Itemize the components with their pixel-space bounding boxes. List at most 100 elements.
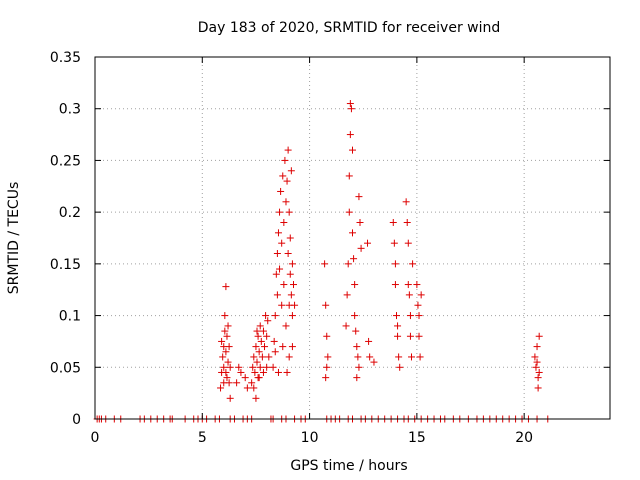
x-tick-label: 0 <box>91 430 100 446</box>
data-point-marker <box>287 167 295 175</box>
data-point-marker <box>264 317 272 325</box>
data-point-marker <box>261 343 269 351</box>
data-point-marker <box>356 218 364 226</box>
data-point-marker <box>223 332 231 340</box>
data-point-marker <box>347 105 355 113</box>
data-point-marker <box>351 312 359 320</box>
data-point-marker <box>248 379 256 387</box>
y-tick-labels: 0 0.05 0.1 0.15 0.2 0.25 0.3 0.35 <box>50 50 81 428</box>
data-point-marker <box>286 270 294 278</box>
data-point-marker <box>282 322 290 330</box>
data-point-marker <box>284 250 292 258</box>
x-axis-label: GPS time / hours <box>290 458 407 474</box>
data-point-marker <box>289 281 297 289</box>
data-point-marker <box>535 368 543 376</box>
data-point-marker <box>288 343 296 351</box>
data-point-marker <box>535 332 543 340</box>
data-point-marker <box>219 353 227 361</box>
data-point-marker <box>353 374 361 382</box>
data-point-marker <box>269 363 277 371</box>
data-point-marker <box>389 218 397 226</box>
data-point-marker <box>355 363 363 371</box>
x-tick-label: 5 <box>198 430 207 446</box>
y-tick-label: 0.25 <box>50 153 81 169</box>
data-point-marker <box>414 301 422 309</box>
data-point-marker <box>280 281 288 289</box>
data-point-marker <box>403 218 411 226</box>
data-point-marker <box>344 260 352 268</box>
data-point-marker <box>285 353 293 361</box>
data-point-marker <box>322 301 330 309</box>
data-point-marker <box>263 332 271 340</box>
data-point-marker <box>322 374 330 382</box>
data-point-marker <box>391 281 399 289</box>
data-point-marker <box>534 374 542 382</box>
data-point-marker <box>402 198 410 206</box>
data-point-marker <box>366 353 374 361</box>
data-point-marker <box>413 281 421 289</box>
data-point-marker <box>252 394 260 402</box>
data-point-marker <box>533 358 541 366</box>
data-point-marker <box>534 384 542 392</box>
data-point-marker <box>278 301 286 309</box>
data-point-marker <box>271 312 279 320</box>
data-point-marker <box>276 208 284 216</box>
data-point-marker <box>408 353 416 361</box>
data-point-marker <box>220 363 228 371</box>
data-point-marker <box>277 187 285 195</box>
data-point-marker <box>342 322 350 330</box>
data-point-marker <box>263 363 271 371</box>
data-point-marker <box>224 358 232 366</box>
data-point-marker <box>415 312 423 320</box>
data-point-marker <box>406 332 414 340</box>
x-tick-label: 10 <box>301 430 319 446</box>
data-point-marker <box>287 291 295 299</box>
data-point-marker <box>288 260 296 268</box>
data-point-marker <box>223 374 231 382</box>
data-point-marker <box>415 332 423 340</box>
data-point-marker <box>346 131 354 139</box>
data-point-marker <box>218 337 226 345</box>
data-point-marker <box>217 384 225 392</box>
data-point-marker <box>276 265 284 273</box>
data-point-marker <box>274 368 282 376</box>
data-point-marker <box>416 353 424 361</box>
data-point-marker <box>222 348 230 356</box>
data-point-marker <box>283 368 291 376</box>
data-point-marker <box>396 363 404 371</box>
data-point-marker <box>354 353 362 361</box>
data-point-marker <box>343 291 351 299</box>
data-point-marker <box>392 312 400 320</box>
data-point-marker <box>233 379 241 387</box>
data-point-marker <box>364 239 372 247</box>
data-point-marker <box>284 146 292 154</box>
data-point-marker <box>272 270 280 278</box>
data-point-marker <box>346 100 354 108</box>
data-point-marker <box>394 332 402 340</box>
data-point-marker <box>357 244 365 252</box>
data-point-marker <box>531 353 539 361</box>
data-point-marker <box>237 368 245 376</box>
data-point-marker <box>406 312 414 320</box>
data-point-marker <box>279 343 287 351</box>
data-point-marker <box>220 379 228 387</box>
data-point-marker <box>258 353 266 361</box>
data-point-marker <box>274 229 282 237</box>
data-point-marker <box>394 322 402 330</box>
data-point-marker <box>353 343 361 351</box>
data-point-marker <box>281 156 289 164</box>
data-point-marker <box>249 363 257 371</box>
data-point-marker <box>273 291 281 299</box>
data-point-marker <box>235 363 243 371</box>
data-point-marker <box>350 255 358 263</box>
chart-title: Day 183 of 2020, SRMTID for receiver win… <box>198 20 501 36</box>
data-point-marker <box>270 337 278 345</box>
data-point-marker <box>370 358 378 366</box>
data-point-marker <box>349 146 356 154</box>
data-point-marker <box>532 363 540 371</box>
data-point-marker <box>405 291 413 299</box>
data-point-marker <box>222 283 230 291</box>
data-point-marker <box>226 363 234 371</box>
data-point-marker <box>291 301 299 309</box>
